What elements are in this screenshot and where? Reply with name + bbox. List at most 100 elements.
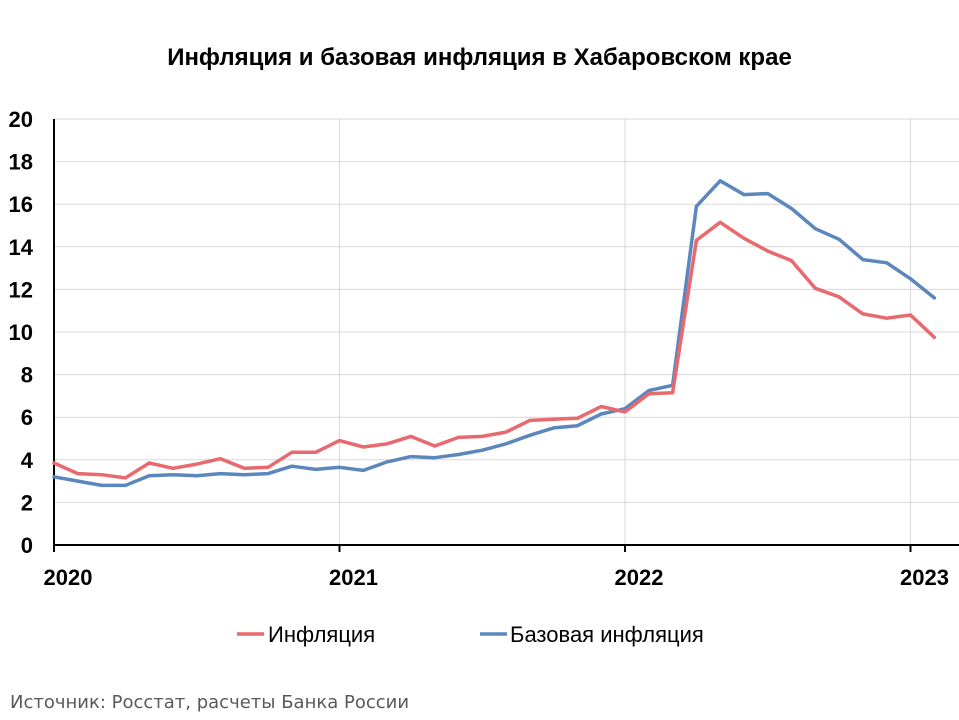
chart-title: Инфляция и базовая инфляция в Хабаровско… [167,44,792,71]
data-point-inflation [314,450,318,454]
data-point-inflation [885,316,889,320]
series-line-core-inflation [52,179,937,488]
y-tick-label: 4 [21,448,34,473]
y-tick-label: 10 [9,320,33,345]
data-point-inflation [147,461,151,465]
data-point-inflation [171,466,175,470]
data-point-inflation [337,439,342,443]
data-point-inflation [361,445,365,449]
data-point-core-inflation [242,473,246,477]
data-point-core-inflation [837,237,841,241]
y-tick-label: 6 [21,405,33,430]
data-point-core-inflation [575,424,580,428]
data-point-core-inflation [528,433,532,437]
data-point-core-inflation [433,456,437,460]
data-point-core-inflation [813,227,817,231]
data-point-core-inflation [885,261,889,265]
data-point-core-inflation [456,452,461,457]
legend-label: Базовая инфляция [510,622,704,647]
data-point-inflation [480,434,484,438]
data-point-core-inflation [266,472,270,476]
data-point-inflation [195,462,199,466]
data-point-inflation [766,249,770,253]
data-point-core-inflation [694,204,699,208]
series-layer [52,179,937,488]
data-point-core-inflation [599,412,603,416]
data-point-core-inflation [932,296,936,300]
data-point-inflation [575,416,580,420]
data-point-inflation [861,312,865,316]
data-point-inflation [599,404,603,409]
y-tick-label: 0 [21,533,33,558]
data-point-core-inflation [789,206,794,211]
data-point-core-inflation [861,258,865,262]
data-point-core-inflation [718,179,722,183]
data-point-inflation [242,466,246,470]
data-point-inflation [932,335,936,339]
source-note: Источник: Росстат, расчеты Банка России [10,692,410,713]
data-point-core-inflation [766,192,770,196]
data-point-inflation [813,286,817,290]
data-point-core-inflation [480,448,484,452]
data-point-core-inflation [742,193,746,197]
legend-label: Инфляция [268,622,375,647]
x-tick-label: 2020 [44,565,93,590]
series-line-inflation [52,220,937,480]
data-point-core-inflation [409,455,413,459]
x-tick-label: 2023 [900,565,949,590]
data-point-core-inflation [52,475,56,479]
data-point-core-inflation [76,479,80,483]
data-point-inflation [456,435,461,439]
data-point-inflation [76,472,80,476]
y-tick-label: 12 [9,277,33,302]
data-point-inflation [528,418,532,422]
data-point-inflation [409,434,413,438]
data-point-inflation [100,473,104,477]
y-tick-label: 2 [21,490,33,515]
data-point-inflation [694,238,699,242]
data-point-inflation [647,392,651,396]
data-point-core-inflation [504,442,508,446]
data-point-inflation [52,461,56,465]
y-tick-label: 14 [9,235,34,260]
data-point-inflation [671,391,675,395]
data-point-core-inflation [147,474,151,478]
y-tick-label: 18 [9,150,33,175]
data-point-inflation [385,442,389,446]
data-point-inflation [837,295,841,299]
data-point-core-inflation [195,474,199,478]
data-point-inflation [718,220,722,224]
y-tick-label: 16 [9,192,33,217]
data-point-core-inflation [171,473,175,477]
grid-layer [54,118,959,545]
x-tick-label: 2022 [615,565,664,590]
data-point-inflation [433,444,437,448]
data-point-inflation [623,410,627,414]
data-point-core-inflation [290,464,294,468]
data-point-inflation [504,430,508,434]
data-point-inflation [789,259,794,263]
data-point-inflation [123,476,127,480]
data-point-inflation [742,236,746,240]
data-point-inflation [218,457,223,461]
x-tick-label: 2021 [329,565,378,590]
data-point-core-inflation [218,472,223,476]
data-point-inflation [552,417,556,421]
data-point-inflation [908,313,913,317]
data-point-core-inflation [100,483,104,487]
data-point-core-inflation [361,468,365,472]
data-point-core-inflation [123,483,127,487]
data-point-inflation [290,450,294,454]
y-tick-label: 8 [21,363,33,388]
data-point-core-inflation [908,277,913,281]
data-point-core-inflation [314,467,318,471]
legend: Инфляция Базовая инфляция [237,622,704,647]
data-point-core-inflation [552,426,556,430]
data-point-core-inflation [385,460,389,464]
data-point-core-inflation [647,389,651,393]
data-point-inflation [266,465,270,469]
y-tick-label: 20 [9,107,33,132]
data-point-core-inflation [337,465,342,469]
